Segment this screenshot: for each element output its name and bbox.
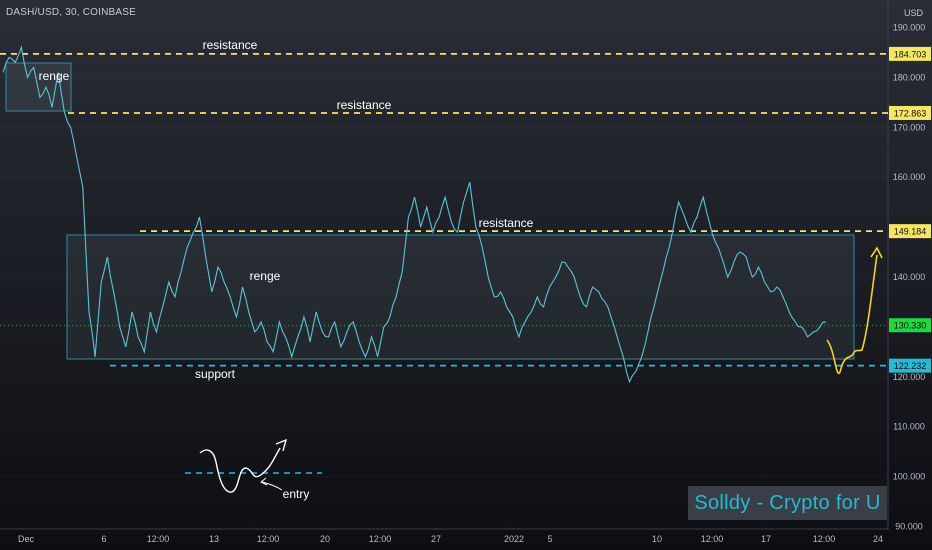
price-tick-label: 120.000 bbox=[893, 372, 926, 382]
price-series-line[interactable] bbox=[2, 45, 827, 384]
time-tick-label: 12:00 bbox=[701, 534, 724, 544]
resistance-label-2: resistance bbox=[337, 98, 392, 112]
time-tick-label: 12:00 bbox=[813, 534, 836, 544]
range-box-main[interactable] bbox=[66, 234, 855, 360]
time-tick-label: Dec bbox=[18, 534, 35, 544]
currency-label: USD bbox=[904, 8, 924, 18]
symbol-header: DASH/USD, 30, COINBASE bbox=[6, 7, 136, 18]
time-tick-label: 24 bbox=[873, 534, 883, 544]
entry-pointer-arrowhead bbox=[260, 477, 268, 486]
range-label-main: renge bbox=[250, 269, 281, 283]
price-tag-background bbox=[889, 318, 931, 333]
time-tick-label: 13 bbox=[209, 534, 219, 544]
price-tag: 130.330 bbox=[889, 318, 931, 333]
time-tick-label: 5 bbox=[547, 534, 552, 544]
price-tick-label: 170.000 bbox=[893, 122, 926, 132]
projection-arrowhead bbox=[870, 246, 883, 259]
price-tag-label: 184.703 bbox=[894, 49, 927, 59]
resistance-label-3: resistance bbox=[479, 216, 534, 230]
time-tick-label: 27 bbox=[431, 534, 441, 544]
price-tag-label: 122.232 bbox=[894, 361, 927, 371]
resistance-label-1: resistance bbox=[203, 38, 258, 52]
price-tag: 149.184 bbox=[889, 224, 931, 239]
entry-pointer-line bbox=[261, 481, 283, 491]
price-tag-background bbox=[889, 224, 931, 239]
time-tick-label: 6 bbox=[101, 534, 106, 544]
price-tick-label: 160.000 bbox=[893, 172, 926, 182]
time-tick-label: 17 bbox=[761, 534, 771, 544]
entry-sketch-arrowhead bbox=[275, 438, 288, 452]
price-tag: 184.703 bbox=[889, 46, 931, 61]
projection-path[interactable] bbox=[826, 254, 878, 375]
time-tick-label: 2022 bbox=[504, 534, 524, 544]
price-tick-label: 140.000 bbox=[893, 272, 926, 282]
time-tick-label: 12:00 bbox=[369, 534, 392, 544]
watermark-banner: Solldy - Crypto for U bbox=[688, 486, 887, 520]
price-tag-label: 130.330 bbox=[894, 321, 927, 331]
price-tick-label: 190.000 bbox=[893, 22, 926, 32]
support-label: support bbox=[195, 367, 236, 381]
entry-label: entry bbox=[283, 487, 310, 501]
price-tick-label: 110.000 bbox=[893, 422, 925, 432]
price-tick-label: 180.000 bbox=[893, 72, 926, 82]
price-tag: 122.232 bbox=[889, 358, 931, 373]
price-tick-label: 90.000 bbox=[895, 522, 923, 532]
price-tag-label: 149.184 bbox=[894, 227, 927, 237]
range-label-top: renge bbox=[39, 69, 70, 83]
price-tag-background bbox=[889, 358, 931, 373]
time-tick-label: 20 bbox=[320, 534, 330, 544]
price-tick-label: 100.000 bbox=[893, 472, 926, 482]
price-tag-label: 172.863 bbox=[894, 108, 927, 118]
time-tick-label: 10 bbox=[652, 534, 662, 544]
price-tag-background bbox=[889, 46, 931, 61]
time-tick-label: 12:00 bbox=[257, 534, 280, 544]
price-tag: 172.863 bbox=[889, 105, 931, 120]
entry-sketch-path bbox=[199, 447, 281, 493]
price-tag-background bbox=[889, 105, 931, 120]
time-tick-label: 12:00 bbox=[147, 534, 170, 544]
